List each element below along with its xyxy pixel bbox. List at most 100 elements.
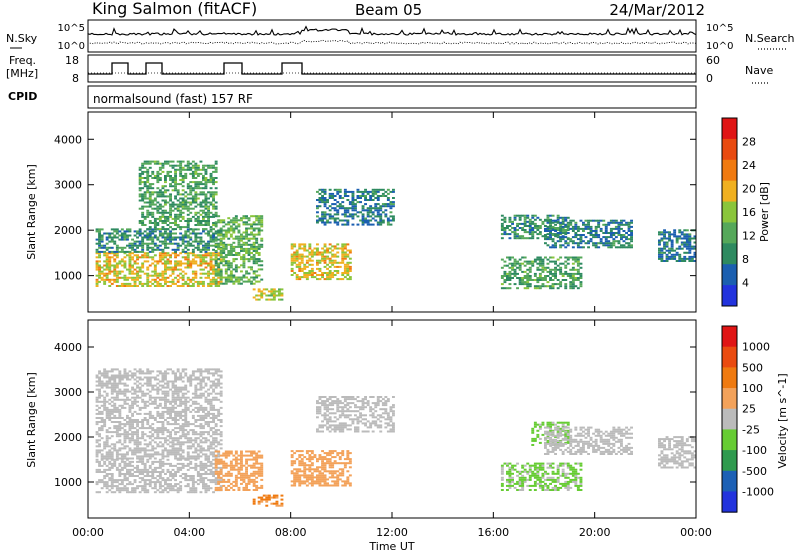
heatmap-cell (219, 400, 223, 403)
heatmap-cell (369, 199, 373, 201)
heatmap-cell (252, 262, 256, 265)
heatmap-cell (153, 197, 157, 200)
heatmap-cell (151, 172, 155, 175)
heatmap-cell (98, 468, 101, 471)
heatmap-cell (219, 278, 223, 281)
heatmap-cell (617, 246, 621, 249)
heatmap-cell (207, 211, 210, 214)
heatmap-cell (196, 282, 200, 285)
heatmap-cell (229, 252, 233, 254)
heatmap-cell (331, 249, 335, 252)
heatmap-cell (179, 203, 183, 206)
heatmap-cell (212, 427, 215, 430)
heatmap-cell (295, 263, 299, 266)
heatmap-cell (204, 172, 208, 175)
heatmap-cell (138, 244, 142, 247)
heatmap-cell (115, 374, 119, 377)
heatmap-cell (128, 491, 132, 494)
heatmap-cell (250, 215, 253, 218)
heatmap-cell (361, 215, 365, 218)
heatmap-cell (607, 246, 611, 249)
heatmap-cell (222, 264, 226, 267)
cpid-value: normalsound (fast) 157 RF (93, 92, 253, 106)
heatmap-cell (533, 287, 537, 290)
heatmap-cell (158, 220, 162, 222)
heatmap-cell (148, 425, 152, 428)
heatmap-cell (179, 272, 183, 275)
heatmap-cell (171, 423, 175, 426)
heatmap-cell (366, 211, 370, 214)
heatmap-cell (191, 282, 195, 285)
heatmap-cell (186, 209, 190, 212)
heatmap-cell (105, 431, 109, 434)
heatmap-cell (300, 259, 304, 262)
heatmap-cell (668, 255, 671, 258)
heatmap-cell (328, 247, 332, 250)
heatmap-cell (153, 207, 157, 210)
heatmap-cell (209, 278, 213, 281)
heatmap-cell (290, 259, 294, 262)
heatmap-cell (300, 267, 304, 270)
heatmap-cell (161, 226, 165, 229)
heatmap-cell (199, 396, 203, 399)
heatmap-cell (237, 241, 241, 244)
heatmap-cell (133, 282, 137, 285)
heatmap-cell (191, 170, 195, 173)
heatmap-cell (257, 221, 261, 224)
heatmap-cell (166, 382, 170, 385)
heatmap-cell (108, 485, 112, 488)
heatmap-cell (133, 433, 137, 436)
heatmap-cell (143, 236, 147, 239)
heatmap-cell (546, 221, 550, 224)
heatmap-cell (544, 219, 547, 222)
heatmap-cell (118, 425, 122, 428)
heatmap-cell (318, 201, 322, 204)
heatmap-cell (270, 298, 274, 301)
heatmap-cell (207, 425, 210, 428)
heatmap-cell (323, 203, 327, 206)
heatmap-cell (622, 244, 626, 247)
heatmap-cell (98, 460, 101, 463)
heatmap-cell (194, 187, 198, 190)
heatmap-cell (143, 491, 147, 494)
heatmap-cell (196, 232, 200, 235)
heatmap-cell (153, 400, 157, 403)
heatmap-cell (128, 262, 132, 265)
heatmap-cell (212, 462, 215, 465)
heatmap-cell (115, 427, 119, 430)
heatmap-cell (189, 423, 193, 426)
heatmap-cell (217, 252, 221, 255)
heatmap-cell (161, 429, 165, 432)
heatmap-cell (164, 396, 167, 399)
heatmap-cell (133, 421, 137, 423)
heatmap-cell (133, 491, 137, 494)
heatmap-cell (242, 221, 246, 224)
heatmap-cell (622, 236, 626, 239)
heatmap-cell (158, 240, 162, 243)
heatmap-cell (164, 481, 167, 484)
heatmap-cell (194, 162, 198, 165)
heatmap-cell (199, 419, 203, 421)
heatmap-cell (151, 427, 155, 430)
heatmap-cell (222, 219, 226, 222)
heatmap-cell (376, 203, 380, 206)
heatmap-cell (566, 272, 570, 275)
heatmap-cell (138, 451, 142, 454)
heatmap-cell (212, 236, 215, 239)
heatmap-cell (146, 234, 150, 237)
heatmap-cell (204, 462, 208, 465)
heatmap-cell (103, 441, 107, 444)
heatmap-cell (128, 439, 132, 442)
heatmap-cell (556, 216, 560, 219)
heatmap-cell (199, 236, 203, 239)
heatmap-cell (153, 270, 157, 273)
heatmap-cell (123, 388, 127, 391)
heatmap-cell (212, 224, 215, 226)
heatmap-cell (164, 370, 167, 373)
heatmap-cell (260, 245, 264, 248)
heatmap-cell (98, 443, 101, 446)
heatmap-cell (120, 228, 124, 231)
heatmap-cell (658, 253, 661, 256)
heatmap-cell (688, 257, 692, 260)
heatmap-cell (184, 406, 188, 409)
